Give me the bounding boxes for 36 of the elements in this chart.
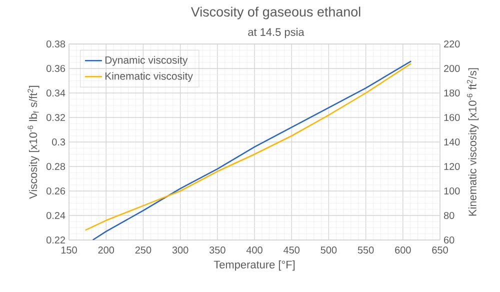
x-tick-label: 400 [246, 246, 262, 254]
y-axis-title: Viscosity [x10$^{-6}$ lb$_{f}$ s/ft$^{2}$] [28, 86, 40, 199]
y-tick-label: 0.34 [46, 89, 66, 97]
chart-subtitle: at 14.5 psia [248, 28, 304, 38]
y2-tick-label: 120 [444, 162, 460, 170]
x-tick-label: 150 [61, 246, 77, 254]
x-tick-label: 550 [358, 246, 374, 254]
x-axis-title: Temperature [°F] [214, 260, 295, 271]
y-tick-label: 0.26 [46, 187, 66, 195]
y2-tick-label: 140 [444, 138, 460, 146]
y2-tick-label: 60 [444, 236, 454, 244]
x-tick-label: 600 [395, 246, 411, 254]
y2-tick-label: 180 [444, 89, 460, 97]
y-tick-label: 0.22 [46, 236, 65, 244]
y2-tick-label: 80 [444, 212, 454, 220]
y2-tick-label: 220 [444, 40, 460, 48]
x-tick-label: 300 [172, 246, 188, 254]
y2-tick-label: 100 [444, 187, 460, 195]
x-tick-label: 650 [432, 246, 448, 254]
y-tick-label: 0.24 [46, 212, 66, 220]
y-tick-label: 0.32 [46, 114, 65, 122]
y-tick-label: 0.28 [46, 162, 66, 170]
y-tick-label: 0.3 [52, 138, 66, 146]
legend-label: Dynamic viscosity [105, 56, 188, 66]
y-tick-label: 0.36 [46, 64, 66, 72]
y2-axis-title: Kinematic viscosity [x10$^{-6}$ ft$^{2}$/s] [466, 68, 479, 216]
legend-label: Kinematic viscosity [105, 72, 193, 82]
chart-title: Viscosity of gaseous ethanol [190, 6, 360, 20]
x-tick-label: 350 [209, 246, 226, 254]
x-tick-label: 200 [98, 246, 114, 254]
y2-tick-label: 200 [444, 64, 460, 72]
x-tick-label: 500 [320, 246, 337, 254]
y-tick-label: 0.38 [46, 40, 66, 48]
y2-tick-label: 160 [444, 114, 460, 122]
x-tick-label: 450 [284, 246, 300, 254]
x-tick-label: 250 [135, 246, 152, 254]
